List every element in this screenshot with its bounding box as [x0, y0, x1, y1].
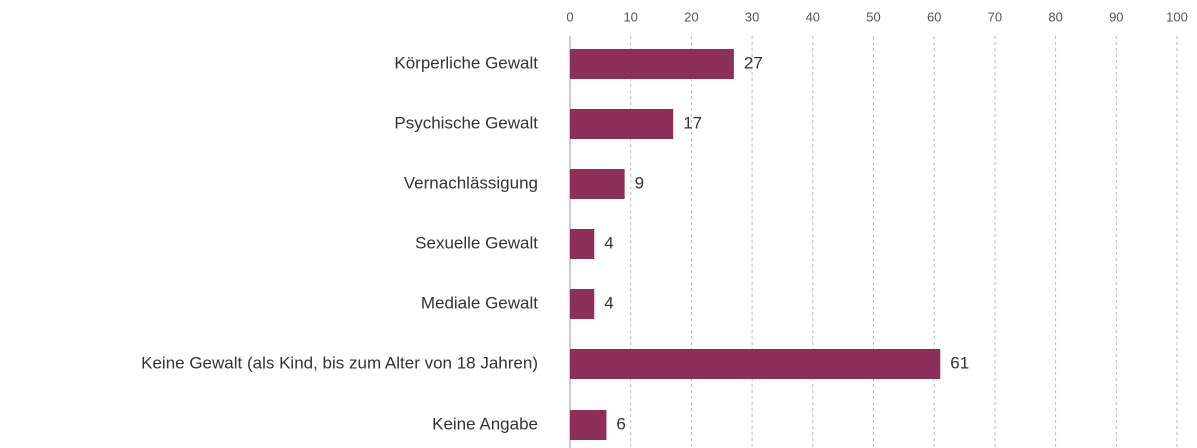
value-label: 6	[616, 414, 625, 433]
category-label: Sexuelle Gewalt	[415, 233, 538, 252]
x-tick-label: 40	[806, 9, 820, 24]
bar	[570, 229, 595, 259]
bar	[570, 49, 734, 79]
x-tick-label: 30	[745, 9, 759, 24]
x-tick-label: 60	[927, 9, 941, 24]
bar	[570, 169, 625, 199]
value-label: 4	[604, 233, 613, 252]
bar	[570, 410, 607, 440]
category-label: Psychische Gewalt	[394, 113, 538, 132]
value-label: 17	[683, 113, 702, 132]
bar	[570, 109, 674, 139]
x-tick-label: 70	[988, 9, 1002, 24]
x-tick-label: 10	[623, 9, 637, 24]
value-label: 27	[744, 53, 763, 72]
value-label: 4	[604, 293, 613, 312]
bar	[570, 349, 941, 379]
category-label: Vernachlässigung	[404, 173, 538, 192]
x-tick-label: 20	[684, 9, 698, 24]
x-tick-label: 0	[566, 9, 573, 24]
category-label: Keine Angabe	[432, 414, 538, 433]
value-label: 61	[950, 353, 969, 372]
category-label: Körperliche Gewalt	[394, 53, 538, 72]
bar	[570, 289, 595, 319]
x-tick-label: 80	[1048, 9, 1062, 24]
x-tick-label: 90	[1109, 9, 1123, 24]
category-label: Keine Gewalt (als Kind, bis zum Alter vo…	[141, 353, 538, 372]
value-label: 9	[635, 173, 644, 192]
x-tick-label: 50	[866, 9, 880, 24]
category-label: Mediale Gewalt	[421, 293, 538, 312]
x-tick-label: 100	[1166, 9, 1188, 24]
